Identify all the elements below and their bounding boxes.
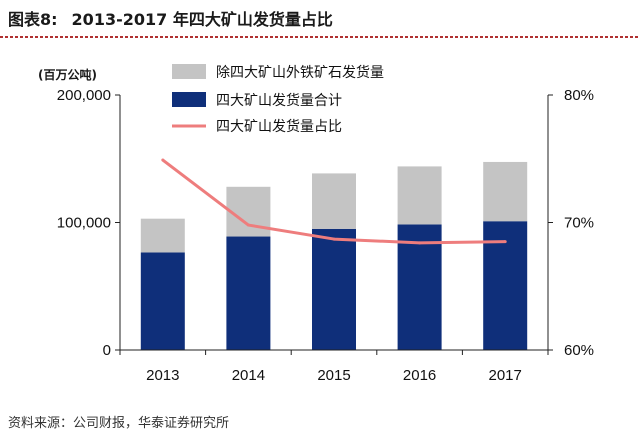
bar-other-2015: [312, 173, 356, 229]
unit-label: (百万公吨): [38, 67, 97, 82]
x-tick-label: 2013: [146, 367, 179, 384]
x-tick-label: 2014: [232, 367, 265, 384]
legend-swatch-1: [172, 92, 206, 107]
bar-four-majors-2014: [226, 236, 271, 350]
x-tick-label: 2017: [489, 367, 522, 384]
title-divider: [0, 36, 640, 38]
plot-area: 2013 2014 2015 2016 2017 0 100,000 200,000 60% 70…: [57, 87, 594, 384]
line-point-2015: [332, 237, 336, 241]
left-tick-label: 100,000: [57, 215, 111, 232]
right-tick-label: 60%: [564, 342, 594, 359]
line-point-2016: [418, 241, 422, 245]
bar-other-2016: [397, 166, 442, 225]
bar-four-majors-2013: [140, 252, 185, 350]
right-tick-label: 80%: [564, 87, 594, 104]
figure-title-text: 2013-2017 年四大矿山发货量占比: [71, 10, 333, 29]
line-point-2017: [503, 240, 507, 244]
legend-label-0: 除四大矿山外铁矿石发货量: [216, 64, 384, 81]
left-tick-label: 0: [103, 342, 111, 359]
figure-label: 图表8:: [8, 10, 58, 29]
bar-other-2017: [483, 161, 528, 222]
legend-swatch-0: [172, 64, 206, 79]
bar-four-majors-2015: [312, 228, 356, 350]
figure-title: 图表8: 2013-2017 年四大矿山发货量占比: [8, 6, 333, 30]
line-point-2013: [161, 158, 165, 162]
line-point-2014: [246, 223, 250, 227]
legend-label-2: 四大矿山发货量占比: [216, 118, 342, 135]
x-tick-label: 2016: [403, 367, 436, 384]
bar-other-2013: [140, 218, 185, 253]
right-tick-label: 70%: [564, 215, 594, 232]
left-tick-label: 200,000: [57, 87, 111, 104]
source-note: 资料来源：公司财报，华泰证券研究所: [8, 416, 230, 431]
legend-label-1: 四大矿山发货量合计: [216, 92, 342, 109]
x-tick-label: 2015: [317, 367, 350, 384]
bar-four-majors-2016: [397, 224, 442, 350]
